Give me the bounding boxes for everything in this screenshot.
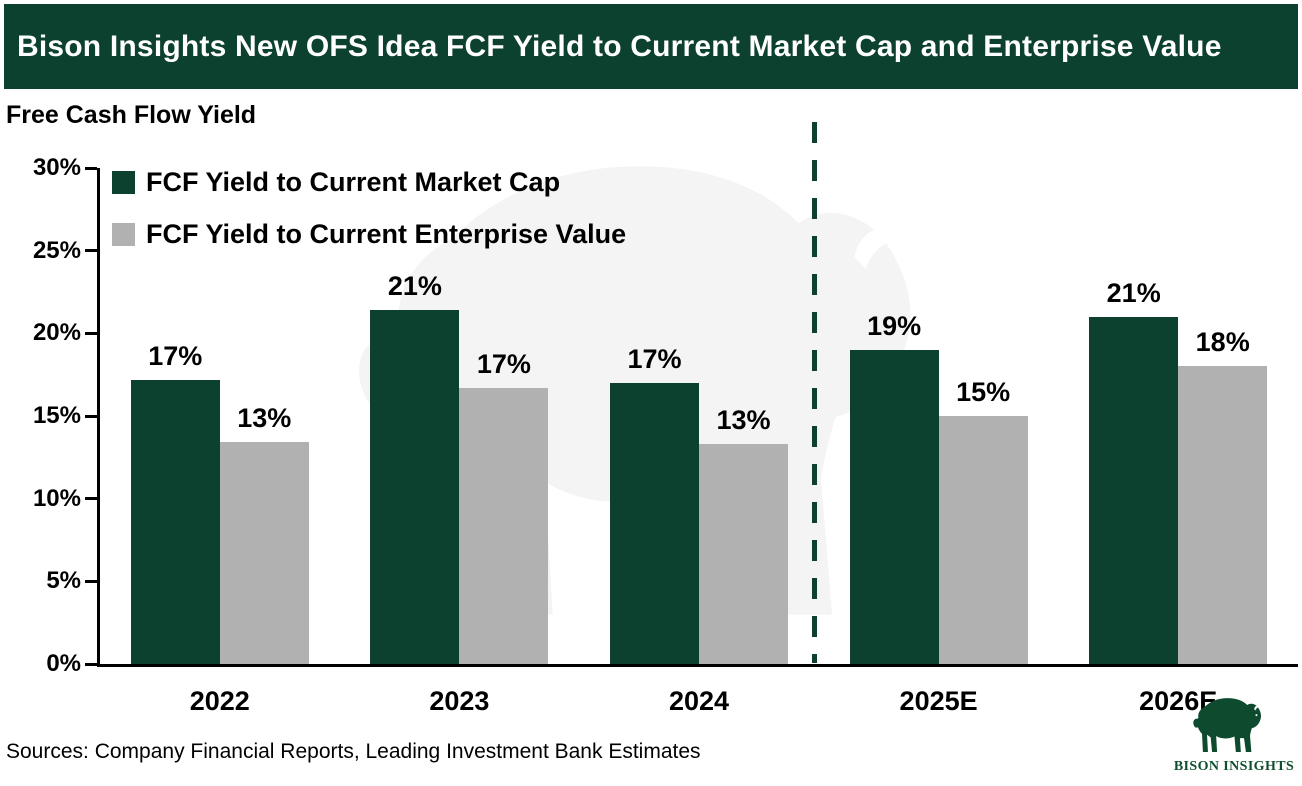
y-axis-title: Free Cash Flow Yield	[6, 101, 257, 129]
bar-group-2026E: 21% 18% 2026E	[1089, 168, 1268, 716]
y-tick-label: 15%	[32, 402, 81, 429]
x-tick-label-2023: 2023	[429, 686, 490, 716]
y-tick-label: 0%	[46, 650, 81, 677]
bar-value-label: 13%	[716, 405, 771, 436]
forecast-separator-line	[812, 122, 817, 663]
bar-value-label: 21%	[387, 271, 442, 302]
y-tick-mark	[85, 331, 97, 335]
bar-market-cap-2024	[610, 382, 699, 664]
bar-enterprise-value-2024	[699, 444, 788, 664]
y-tick-mark	[85, 249, 97, 253]
y-tick-mark	[85, 579, 97, 583]
y-tick-mark	[85, 497, 97, 501]
bar-group-2023: 21% 17% 2023	[370, 168, 549, 716]
y-tick-label: 5%	[46, 567, 81, 595]
x-tick-label-2025E: 2025E	[899, 686, 978, 716]
report-title: Bison Insights New OFS Idea FCF Yield to…	[17, 29, 1222, 63]
legend-label: FCF Yield to Current Enterprise Value	[146, 219, 627, 249]
chart-legend: FCF Yield to Current Market Cap FCF Yield…	[112, 167, 626, 250]
y-tick-label: 10%	[32, 484, 81, 512]
bar-value-label: 21%	[1106, 277, 1161, 308]
legend-swatch-icon	[112, 223, 135, 246]
legend-item-enterprise-value: FCF Yield to Current Enterprise Value	[112, 219, 626, 250]
y-tick-label: 30%	[32, 154, 81, 181]
bar-value-label: 18%	[1195, 327, 1250, 358]
legend-swatch-icon	[112, 171, 135, 194]
bar-market-cap-2026E	[1089, 316, 1179, 664]
x-tick-label-2022: 2022	[189, 686, 250, 716]
y-tick-label: 20%	[32, 319, 81, 347]
bar-market-cap-2023	[370, 310, 460, 664]
bar-value-label: 19%	[867, 310, 922, 341]
bison-logo-icon	[1193, 698, 1262, 753]
y-tick-mark	[85, 662, 97, 666]
y-tick-mark	[85, 166, 97, 170]
sources-note: Sources: Company Financial Reports, Lead…	[6, 740, 701, 763]
plot-area: 0% 5% 10% 15% 20% 25% 30% 17% 13% 2022 21% 17% 2023 1…	[33, 154, 1298, 716]
bar-enterprise-value-2026E	[1178, 366, 1268, 664]
y-tick-mark	[85, 414, 97, 418]
bar-enterprise-value-2025E	[938, 416, 1028, 664]
bar-enterprise-value-2023	[459, 387, 549, 664]
bar-value-label: 17%	[476, 348, 531, 379]
brand-logo: BISON INSIGHTS	[1170, 694, 1298, 775]
bar-value-label: 15%	[956, 377, 1011, 407]
bar-group-2024: 17% 13% 2024	[610, 168, 788, 716]
bar-value-label: 17%	[627, 343, 682, 374]
x-tick-label-2024: 2024	[668, 686, 730, 716]
bar-value-label: 13%	[237, 403, 292, 434]
legend-label: FCF Yield to Current Market Cap	[146, 167, 561, 197]
legend-item-market-cap: FCF Yield to Current Market Cap	[112, 167, 626, 198]
report-title-bar: Bison Insights New OFS Idea FCF Yield to…	[4, 4, 1298, 89]
y-tick-label: 25%	[32, 236, 81, 264]
bar-enterprise-value-2022	[219, 442, 309, 664]
bar-market-cap-2025E	[849, 349, 939, 664]
bar-group-2022: 17% 13% 2022	[130, 168, 309, 716]
bar-value-label: 17%	[148, 340, 203, 371]
bar-market-cap-2022	[130, 379, 220, 664]
brand-logo-text: BISON INSIGHTS	[1173, 759, 1295, 774]
bar-group-2025E: 19% 15% 2025E	[849, 168, 1028, 716]
